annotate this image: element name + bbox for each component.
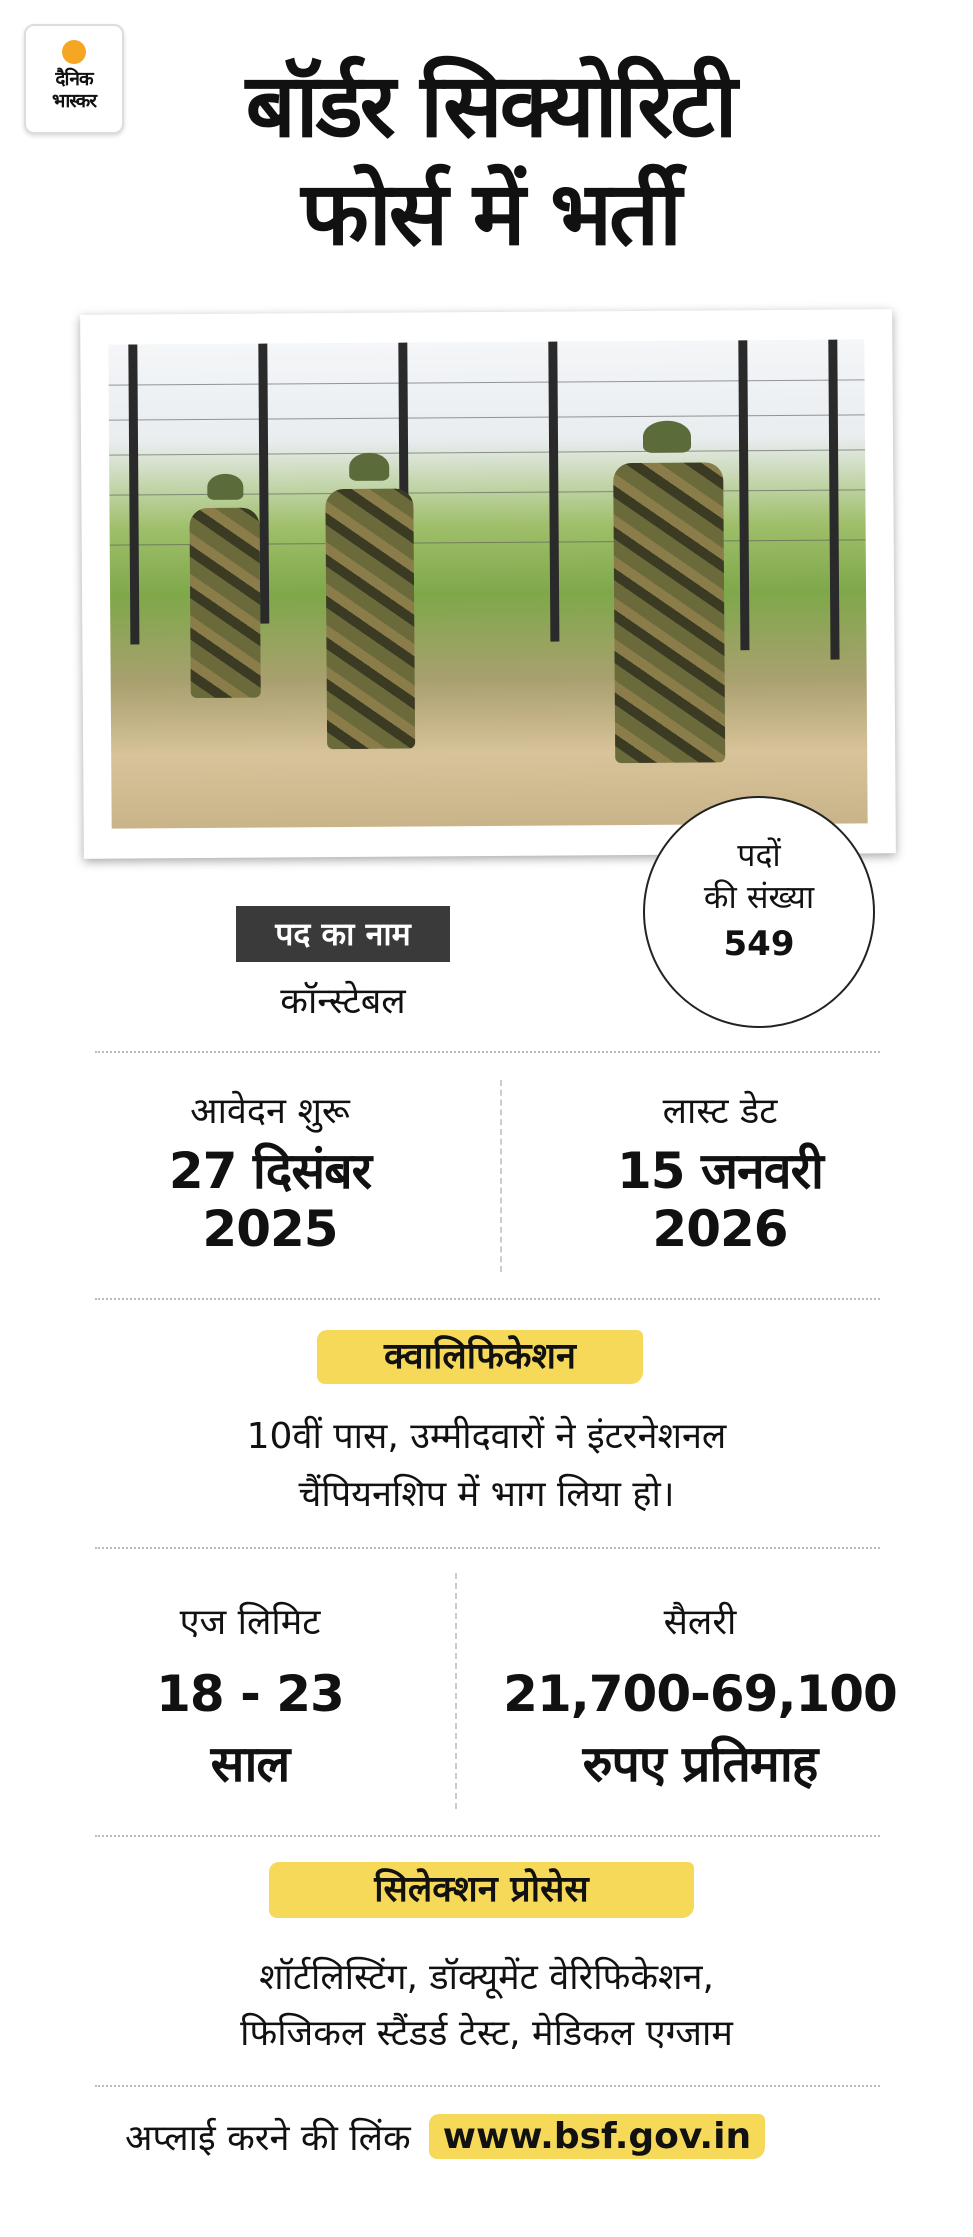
divider	[95, 1835, 880, 1837]
post-name-value: कॉन्स्टेबल	[280, 981, 406, 1022]
last-date: लास्ट डेट 15 जनवरी 2026	[616, 1091, 824, 1258]
divider	[455, 1573, 457, 1809]
salary: सैलरी 21,700-69,100 रुपए प्रतिमाह	[503, 1602, 898, 1793]
divider	[500, 1080, 502, 1272]
application-start: आवेदन शुरू 27 दिसंबर 2025	[168, 1091, 372, 1258]
divider	[95, 1547, 880, 1549]
qualification-text: 10वीं पास, उम्मीदवारों ने इंटरनेशनल चैंप…	[246, 1416, 727, 1515]
posts-count-badge: पदों की संख्या 549	[643, 796, 875, 1028]
selection-process-label: सिलेक्शन प्रोसेस	[269, 1862, 694, 1918]
page-title: बॉर्डर सिक्योरिटी फोर्स में भर्ती	[245, 54, 738, 265]
selection-process-text: शॉर्टलिस्टिंग, डॉक्यूमेंट वेरिफिकेशन, फि…	[240, 1957, 733, 2054]
divider	[95, 1051, 880, 1053]
bsf-soldiers-photo	[108, 339, 868, 829]
qualification-label: क्वालिफिकेशन	[317, 1330, 643, 1384]
apply-link[interactable]: www.bsf.gov.in	[428, 2114, 766, 2159]
divider	[95, 1298, 880, 1300]
apply-row: अप्लाई करने की लिंक www.bsf.gov.in	[125, 2112, 766, 2161]
post-name-label: पद का नाम	[236, 906, 450, 962]
age-limit: एज लिमिट 18 - 23 साल	[156, 1602, 345, 1793]
dainik-bhaskar-logo: दैनिक भास्कर	[24, 24, 124, 134]
sun-icon	[62, 40, 86, 64]
photo-frame	[80, 309, 896, 859]
divider	[95, 2085, 880, 2087]
